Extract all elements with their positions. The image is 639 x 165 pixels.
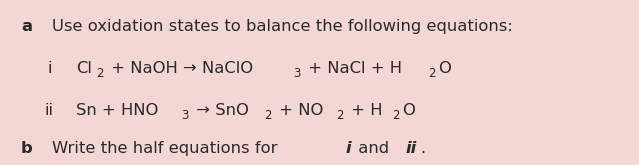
Text: a: a (21, 19, 32, 34)
Text: Use oxidation states to balance the following equations:: Use oxidation states to balance the foll… (52, 19, 513, 34)
Text: .: . (420, 141, 425, 156)
Text: ii: ii (45, 103, 54, 118)
Text: + H: + H (346, 103, 383, 118)
Text: 2: 2 (264, 109, 272, 122)
Text: + NaOH → NaClO: + NaOH → NaClO (106, 61, 253, 76)
Text: Cl: Cl (77, 61, 92, 76)
Text: 2: 2 (392, 109, 400, 122)
Text: Sn + HNO: Sn + HNO (77, 103, 158, 118)
Text: O: O (438, 61, 451, 76)
Text: 2: 2 (336, 109, 344, 122)
Text: ii: ii (406, 141, 417, 156)
Text: → SnO: → SnO (190, 103, 249, 118)
Text: i: i (346, 141, 351, 156)
Text: 3: 3 (293, 67, 300, 80)
Text: 2: 2 (428, 67, 436, 80)
Text: + NaCl + H: + NaCl + H (302, 61, 401, 76)
Text: b: b (21, 141, 33, 156)
Text: O: O (402, 103, 415, 118)
Text: Write the half equations for: Write the half equations for (52, 141, 283, 156)
Text: i: i (47, 61, 52, 76)
Text: and: and (353, 141, 394, 156)
Text: 2: 2 (96, 67, 104, 80)
Text: + NO: + NO (273, 103, 323, 118)
Text: 3: 3 (181, 109, 189, 122)
